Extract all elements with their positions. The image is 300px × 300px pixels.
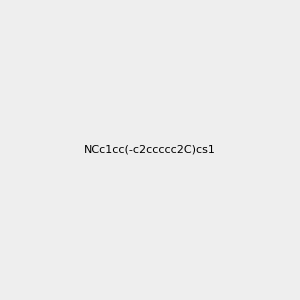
Text: NCc1cc(-c2ccccc2C)cs1: NCc1cc(-c2ccccc2C)cs1	[84, 145, 216, 155]
